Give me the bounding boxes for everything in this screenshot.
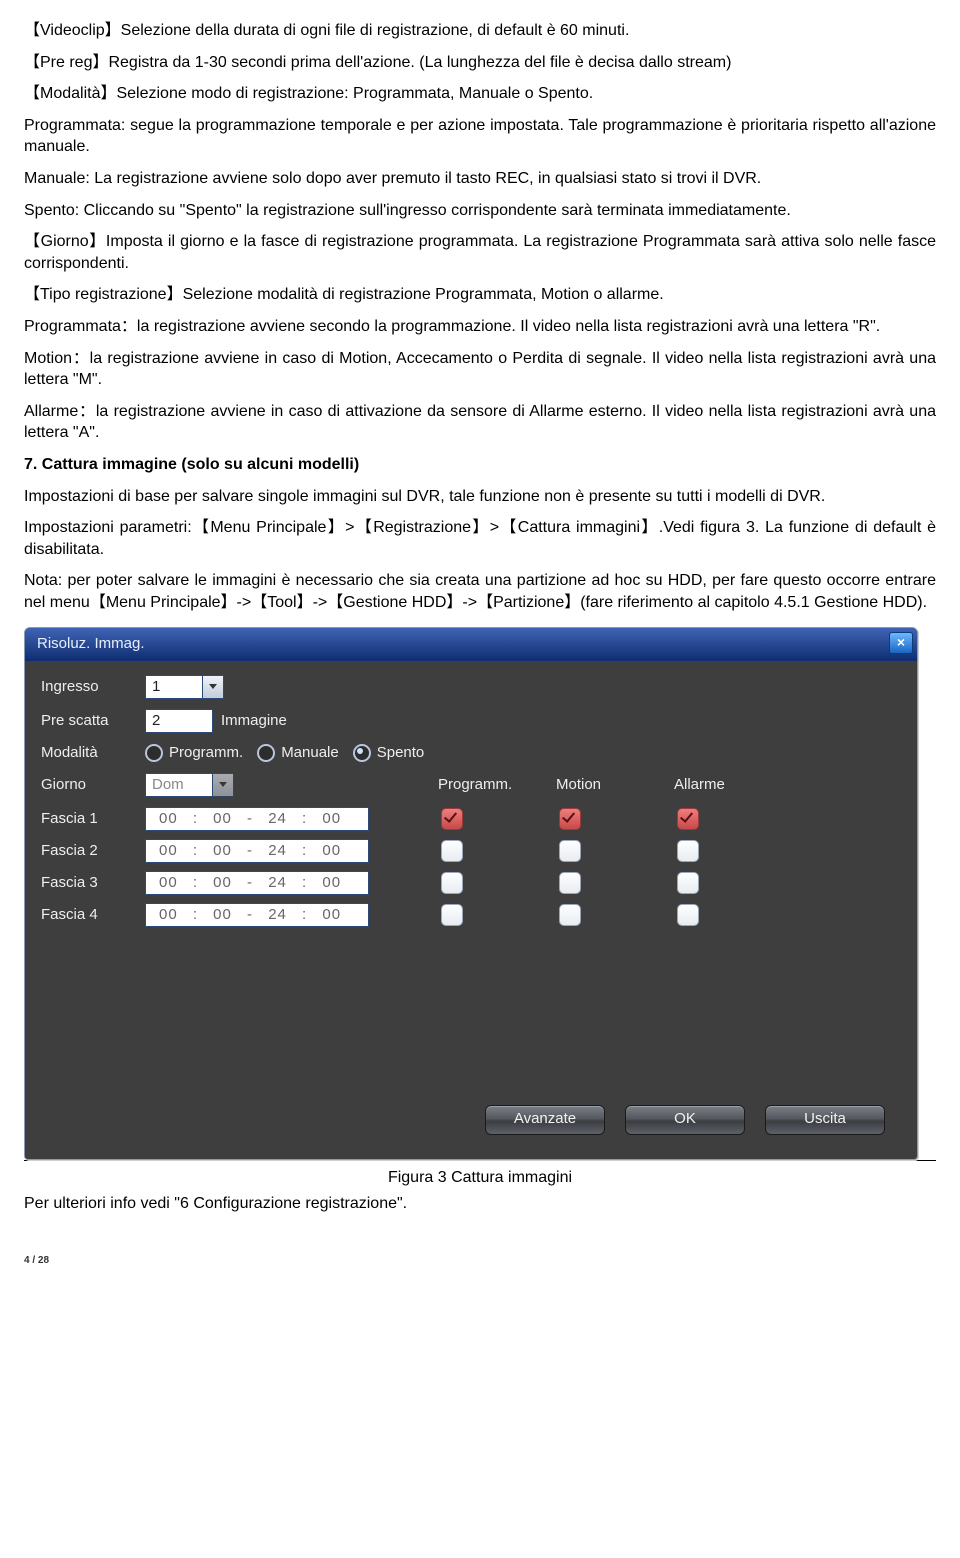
para-motion: Motion：la registrazione avviene in caso …: [24, 348, 936, 391]
col-head-programm: Programm.: [438, 775, 556, 795]
para-manuale: Manuale: La registrazione avviene solo d…: [24, 168, 936, 190]
row-prescatta: Pre scatta 2 Immagine: [41, 709, 901, 733]
radio-manuale-label: Manuale: [281, 743, 339, 763]
para-nota: Nota: per poter salvare le immagini è ne…: [24, 570, 936, 613]
fascia-time-input[interactable]: 00 : 00 - 24 : 00: [145, 871, 369, 895]
radio-programm[interactable]: [145, 744, 163, 762]
fascia-row: Fascia 100 : 00 - 24 : 00: [41, 807, 901, 831]
fascia-label: Fascia 2: [41, 841, 145, 861]
fascia-label: Fascia 1: [41, 809, 145, 829]
select-ingresso[interactable]: 1: [145, 675, 203, 699]
ok-button[interactable]: OK: [625, 1105, 745, 1135]
exit-button[interactable]: Uscita: [765, 1105, 885, 1135]
figure-caption: Figura 3 Cattura immagini: [24, 1167, 936, 1189]
fascia-label: Fascia 4: [41, 905, 145, 925]
advanced-button[interactable]: Avanzate: [485, 1105, 605, 1135]
fascia-checkbox[interactable]: [559, 904, 581, 926]
para-programmata2: Programmata：la registrazione avviene sec…: [24, 316, 936, 338]
radio-spento-label: Spento: [377, 743, 425, 763]
fascia-checkbox[interactable]: [559, 808, 581, 830]
fascia-checkbox[interactable]: [677, 840, 699, 862]
dialog-titlebar: Risoluz. Immag. ×: [25, 628, 917, 660]
heading-7: 7. Cattura immagine (solo su alcuni mode…: [24, 454, 936, 476]
radio-spento[interactable]: [353, 744, 371, 762]
page-number: 4 / 28: [24, 1254, 936, 1268]
select-giorno[interactable]: Dom: [145, 773, 213, 797]
input-prescatta[interactable]: 2: [145, 709, 213, 733]
para-further-info: Per ulteriori info vedi "6 Configurazion…: [24, 1193, 936, 1215]
fascia-row: Fascia 400 : 00 - 24 : 00: [41, 903, 901, 927]
fascia-checkbox[interactable]: [677, 904, 699, 926]
fascia-checkbox[interactable]: [677, 808, 699, 830]
para-programmata: Programmata: segue la programmazione tem…: [24, 115, 936, 158]
para-spento: Spento: Cliccando su "Spento" la registr…: [24, 200, 936, 222]
row-modalita: Modalità Programm. Manuale Spento: [41, 743, 901, 763]
row-ingresso: Ingresso 1: [41, 675, 901, 699]
fascia-checkbox[interactable]: [559, 872, 581, 894]
dialog-title-text: Risoluz. Immag.: [37, 635, 145, 652]
para-videoclip: 【Videoclip】Selezione della durata di ogn…: [24, 20, 936, 42]
fascia-label: Fascia 3: [41, 873, 145, 893]
label-immagine: Immagine: [221, 711, 287, 731]
close-icon[interactable]: ×: [889, 632, 913, 654]
label-ingresso: Ingresso: [41, 677, 145, 697]
fascia-checkbox[interactable]: [441, 840, 463, 862]
para-allarme: Allarme：la registrazione avviene in caso…: [24, 401, 936, 444]
para-prereg: 【Pre reg】Registra da 1-30 secondi prima …: [24, 52, 936, 74]
fascia-row: Fascia 200 : 00 - 24 : 00: [41, 839, 901, 863]
row-giorno: Giorno Dom Programm. Motion Allarme: [41, 773, 901, 797]
chevron-down-icon[interactable]: [213, 773, 234, 797]
label-modalita: Modalità: [41, 743, 145, 763]
fascia-checkbox[interactable]: [441, 872, 463, 894]
fascia-checkbox[interactable]: [559, 840, 581, 862]
para-giorno: 【Giorno】Imposta il giorno e la fasce di …: [24, 231, 936, 274]
fascia-checkbox[interactable]: [441, 808, 463, 830]
fascia-row: Fascia 300 : 00 - 24 : 00: [41, 871, 901, 895]
radio-manuale[interactable]: [257, 744, 275, 762]
para-impostazioni-base: Impostazioni di base per salvare singole…: [24, 486, 936, 508]
chevron-down-icon[interactable]: [203, 675, 224, 699]
fascia-time-input[interactable]: 00 : 00 - 24 : 00: [145, 839, 369, 863]
radio-programm-label: Programm.: [169, 743, 243, 763]
fascia-time-input[interactable]: 00 : 00 - 24 : 00: [145, 807, 369, 831]
col-head-motion: Motion: [556, 775, 674, 795]
para-parametri: Impostazioni parametri:【Menu Principale】…: [24, 517, 936, 560]
fascia-checkbox[interactable]: [677, 872, 699, 894]
label-giorno: Giorno: [41, 775, 145, 795]
dialog-risoluz-immag: Risoluz. Immag. × Ingresso 1 Pre scatta …: [24, 627, 918, 1160]
para-modalita: 【Modalità】Selezione modo di registrazion…: [24, 83, 936, 105]
label-prescatta: Pre scatta: [41, 711, 145, 731]
fascia-time-input[interactable]: 00 : 00 - 24 : 00: [145, 903, 369, 927]
para-tiporeg: 【Tipo registrazione】Selezione modalità d…: [24, 284, 936, 306]
col-head-allarme: Allarme: [674, 775, 725, 795]
fascia-checkbox[interactable]: [441, 904, 463, 926]
